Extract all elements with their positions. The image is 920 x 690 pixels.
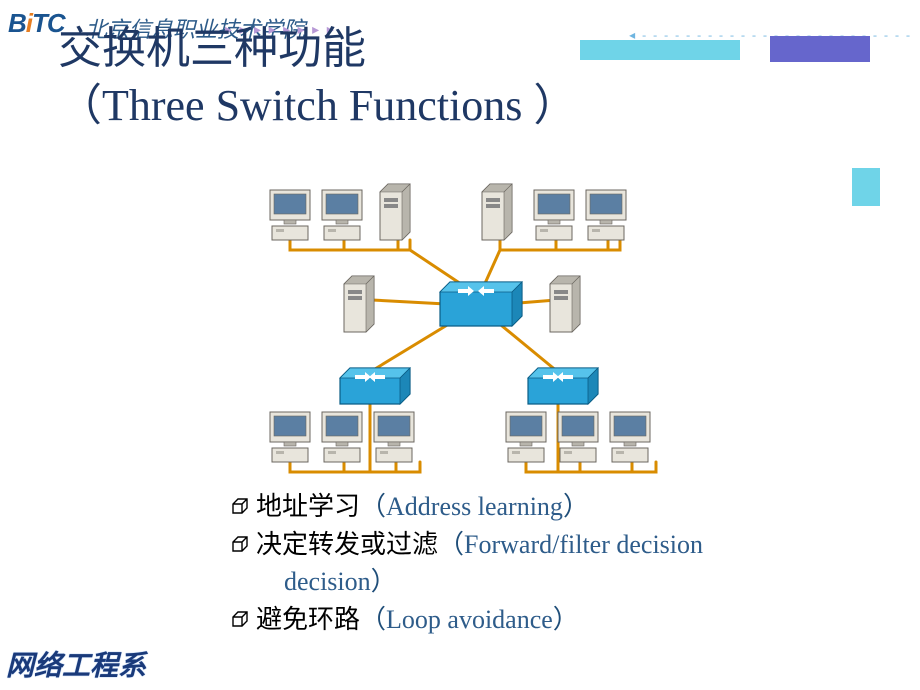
bullet-text: 地址学习（Address learning） (256, 488, 589, 526)
network-svg (260, 180, 680, 480)
bullet-cn: 决定转发或过滤 (256, 530, 438, 559)
title-en: Three Switch Functions (102, 81, 533, 130)
bullet-marker-icon (230, 496, 250, 516)
decor-bar-cyan (580, 40, 740, 60)
bullet-list: 地址学习（Address learning） 决定转发或过滤（Forward/f… (230, 488, 790, 639)
bullet-text: 决定转发或过滤（Forward/filter decision (256, 526, 703, 564)
logo: BiTC (8, 8, 65, 39)
bullet-en: Forward/filter decision (464, 530, 703, 559)
bullet-text: 避免环路（Loop avoidance） (256, 601, 579, 639)
slide-title: 交换机三种功能 （Three Switch Functions ） (58, 20, 577, 134)
bullet-marker-icon (230, 534, 250, 554)
bullet-item-3: 避免环路（Loop avoidance） (230, 601, 790, 639)
title-line1: 交换机三种功能 (58, 20, 577, 77)
title-line2: （Three Switch Functions ） (58, 77, 577, 134)
decor-bar-purple (770, 36, 870, 62)
bullet-item-1: 地址学习（Address learning） (230, 488, 790, 526)
bullet-text-cont: decision） (230, 563, 397, 601)
bullet-en: Loop avoidance (386, 605, 553, 634)
footer-text: 网络工程系 (6, 644, 146, 684)
bullet-marker-icon (230, 609, 250, 629)
decor-square (852, 168, 880, 206)
logo-b: B (8, 8, 26, 38)
network-diagram (260, 180, 680, 480)
bullet-en: Address learning (386, 492, 563, 521)
bullet-item-2: 决定转发或过滤（Forward/filter decision (230, 526, 790, 564)
bullet-item-2-cont: decision） (230, 563, 790, 601)
title-paren-open: （ (58, 81, 102, 130)
bullet-cn: 避免环路 (256, 605, 360, 634)
title-paren-close: ） (533, 81, 577, 130)
bullet-cn: 地址学习 (256, 492, 360, 521)
